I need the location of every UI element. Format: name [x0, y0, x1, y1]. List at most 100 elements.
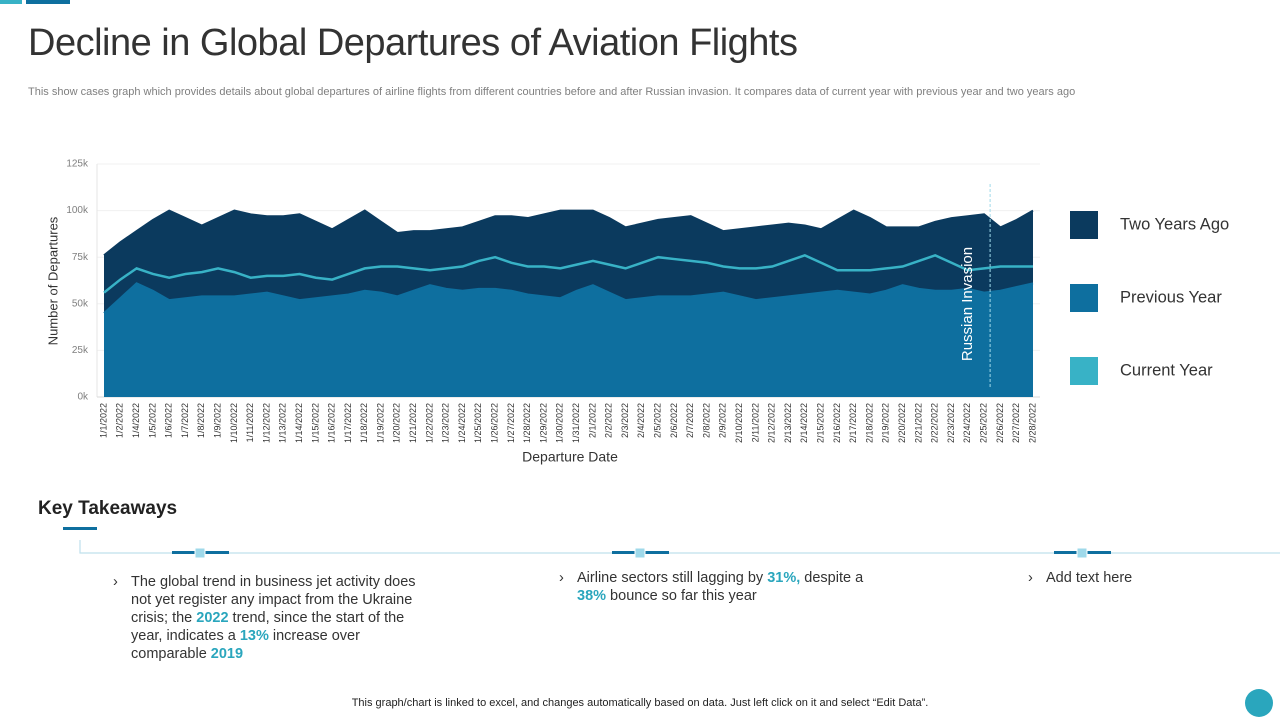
x-tick-label: 1/29/2022 — [538, 403, 548, 443]
x-tick-label: 2/7/2022 — [685, 403, 695, 438]
x-tick-label: 1/17/2022 — [343, 403, 353, 443]
x-tick-label: 1/2/2022 — [115, 403, 125, 438]
y-tick-label: 100k — [66, 205, 89, 216]
takeaway-text: 31%, — [767, 570, 801, 586]
x-tick-label: 1/6/2022 — [164, 403, 174, 438]
x-tick-label: 2/16/2022 — [832, 403, 842, 443]
takeaway-text: trend, since the start of the year, indi… — [131, 610, 405, 644]
x-tick-label: 2/18/2022 — [864, 403, 874, 443]
x-tick-label: 1/13/2022 — [278, 403, 288, 443]
x-axis-title: Departure Date — [522, 449, 618, 465]
x-tick-label: 1/16/2022 — [327, 403, 337, 443]
area — [104, 283, 1033, 397]
x-tick-label: 2/28/2022 — [1027, 403, 1037, 443]
x-tick-label: 2/3/2022 — [620, 403, 630, 438]
x-tick-label: 2/17/2022 — [848, 403, 858, 443]
x-tick-label: 2/6/2022 — [669, 403, 679, 438]
x-tick-label: 1/22/2022 — [424, 403, 434, 443]
x-tick-label: 1/27/2022 — [506, 403, 516, 443]
legend-swatch — [1070, 284, 1098, 312]
x-tick-label: 1/20/2022 — [392, 403, 402, 443]
y-tick-label: 0k — [77, 392, 89, 403]
x-tick-label: 1/18/2022 — [359, 403, 369, 443]
x-tick-label: 2/14/2022 — [799, 403, 809, 443]
bullet: › — [113, 574, 118, 590]
x-tick-label: 2/25/2022 — [978, 403, 988, 443]
x-tick-label: 2/23/2022 — [946, 403, 956, 443]
x-tick-label: 2/1/2022 — [587, 403, 597, 438]
x-tick-label: 1/25/2022 — [473, 403, 483, 443]
x-tick-label: 1/24/2022 — [457, 403, 467, 443]
x-tick-label: 2/5/2022 — [653, 403, 663, 438]
takeaway-text: despite a — [800, 570, 864, 586]
x-tick-label: 2/4/2022 — [636, 403, 646, 438]
title: Decline in Global Departures of Aviation… — [28, 22, 798, 64]
y-axis-title: Number of Departures — [45, 216, 60, 345]
area-line — [103, 209, 1034, 257]
x-tick-label: 2/15/2022 — [815, 403, 825, 443]
y-tick-label: 125k — [66, 159, 89, 170]
x-tick-label: 2/13/2022 — [783, 403, 793, 443]
subtitle: This show cases graph which provides det… — [28, 86, 1076, 98]
x-tick-label: 1/31/2022 — [571, 403, 581, 443]
legend-label: Two Years Ago — [1120, 215, 1229, 233]
x-tick-label: 1/8/2022 — [196, 403, 206, 438]
legend-label: Current Year — [1120, 361, 1213, 379]
x-tick-label: 1/15/2022 — [310, 403, 320, 443]
x-tick-label: 1/30/2022 — [555, 403, 565, 443]
timeline-markers — [172, 547, 1111, 559]
takeaway-text: 38% — [577, 588, 607, 604]
y-tick-label: 50k — [72, 298, 89, 309]
deco-circle — [1245, 689, 1273, 717]
deco — [26, 0, 70, 4]
takeaway: › Add text here — [1028, 569, 1246, 587]
x-tick-label: 1/12/2022 — [261, 403, 271, 443]
x-tick-label: 2/21/2022 — [913, 403, 923, 443]
x-tick-label: 1/28/2022 — [522, 403, 532, 443]
x-tick-label: 1/23/2022 — [441, 403, 451, 443]
x-tick-label: 2/11/2022 — [750, 403, 760, 442]
legend-label: Previous Year — [1120, 288, 1222, 306]
takeaway-text: increase over comparable — [131, 628, 360, 662]
x-tick-label: 2/26/2022 — [995, 403, 1005, 443]
x-tick-label: 1/10/2022 — [229, 403, 239, 443]
x-tick-label: 1/5/2022 — [147, 403, 157, 438]
footer: This graph/chart is linked to excel, and… — [351, 697, 929, 709]
x-tick-label: 1/4/2022 — [131, 403, 141, 438]
x-tick-label: 1/9/2022 — [212, 403, 222, 438]
takeaway-text: Airline sectors still lagging by — [577, 570, 768, 586]
x-tick-label: 1/14/2022 — [294, 403, 304, 443]
takeaway-text: The global trend in business jet activit… — [131, 574, 416, 626]
x-tick-label: 2/20/2022 — [897, 403, 907, 443]
x-tick-label: 2/22/2022 — [930, 403, 940, 443]
deco — [63, 527, 97, 530]
x-tick-label: 1/7/2022 — [180, 403, 190, 438]
takeaway-text: 13% — [239, 628, 269, 644]
x-tick-label: 2/9/2022 — [718, 403, 728, 438]
x-tick-label: 1/21/2022 — [408, 403, 418, 443]
timeline — [79, 540, 1280, 554]
x-tick-label: 2/10/2022 — [734, 403, 744, 443]
x-tick-label: 2/27/2022 — [1011, 403, 1021, 443]
takeaway-text: 2022 — [196, 610, 229, 626]
bullet: › — [559, 570, 564, 586]
takeaway-text: Add text here — [1046, 570, 1133, 586]
legend-swatch — [1070, 357, 1098, 385]
takeaway: › The global trend in business jet activi… — [113, 573, 431, 663]
takeaways-title: Key Takeaways — [38, 498, 178, 519]
y-tick-label: 75k — [72, 252, 89, 263]
annotation: Russian Invasion — [959, 247, 976, 361]
x-tick-label: 1/26/2022 — [490, 403, 500, 443]
x-tick-label: 1/1/2022 — [98, 403, 108, 438]
bullet: › — [1028, 570, 1033, 586]
x-tick-label: 1/11/2022 — [245, 403, 255, 442]
x-tick-label: 2/2/2022 — [604, 403, 614, 438]
line — [103, 253, 1033, 294]
x-tick-label: 2/8/2022 — [701, 403, 711, 438]
x-tick-label: 1/19/2022 — [375, 403, 385, 443]
takeaway-text: bounce so far this year — [606, 588, 757, 604]
deco — [0, 0, 22, 4]
takeaway-text: 2019 — [210, 646, 244, 662]
